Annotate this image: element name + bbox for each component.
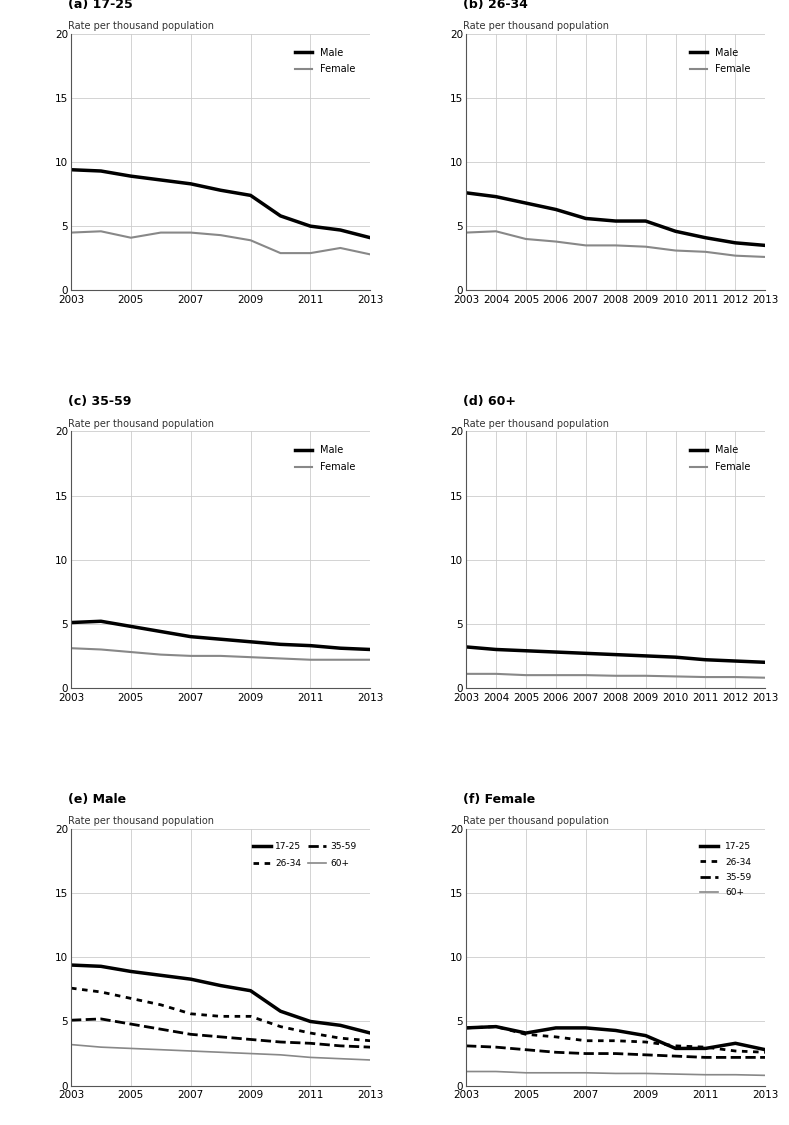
- Text: Rate per thousand population: Rate per thousand population: [463, 418, 609, 429]
- Legend: Male, Female: Male, Female: [291, 441, 360, 476]
- Text: Rate per thousand population: Rate per thousand population: [463, 817, 609, 826]
- Text: Rate per thousand population: Rate per thousand population: [68, 817, 214, 826]
- Legend: 17-25, 26-34, 35-59, 60+: 17-25, 26-34, 35-59, 60+: [249, 839, 360, 872]
- Text: (b) 26-34: (b) 26-34: [463, 0, 528, 11]
- Text: (f) Female: (f) Female: [463, 793, 535, 807]
- Legend: Male, Female: Male, Female: [686, 44, 754, 79]
- Text: (c) 35-59: (c) 35-59: [68, 396, 132, 408]
- Text: Rate per thousand population: Rate per thousand population: [68, 418, 214, 429]
- Legend: 17-25, 26-34, 35-59, 60+: 17-25, 26-34, 35-59, 60+: [696, 839, 755, 901]
- Text: (d) 60+: (d) 60+: [463, 396, 516, 408]
- Text: (e) Male: (e) Male: [68, 793, 126, 807]
- Text: (a) 17-25: (a) 17-25: [68, 0, 133, 11]
- Legend: Male, Female: Male, Female: [291, 44, 360, 79]
- Text: Rate per thousand population: Rate per thousand population: [68, 21, 214, 30]
- Legend: Male, Female: Male, Female: [686, 441, 754, 476]
- Text: Rate per thousand population: Rate per thousand population: [463, 21, 609, 30]
